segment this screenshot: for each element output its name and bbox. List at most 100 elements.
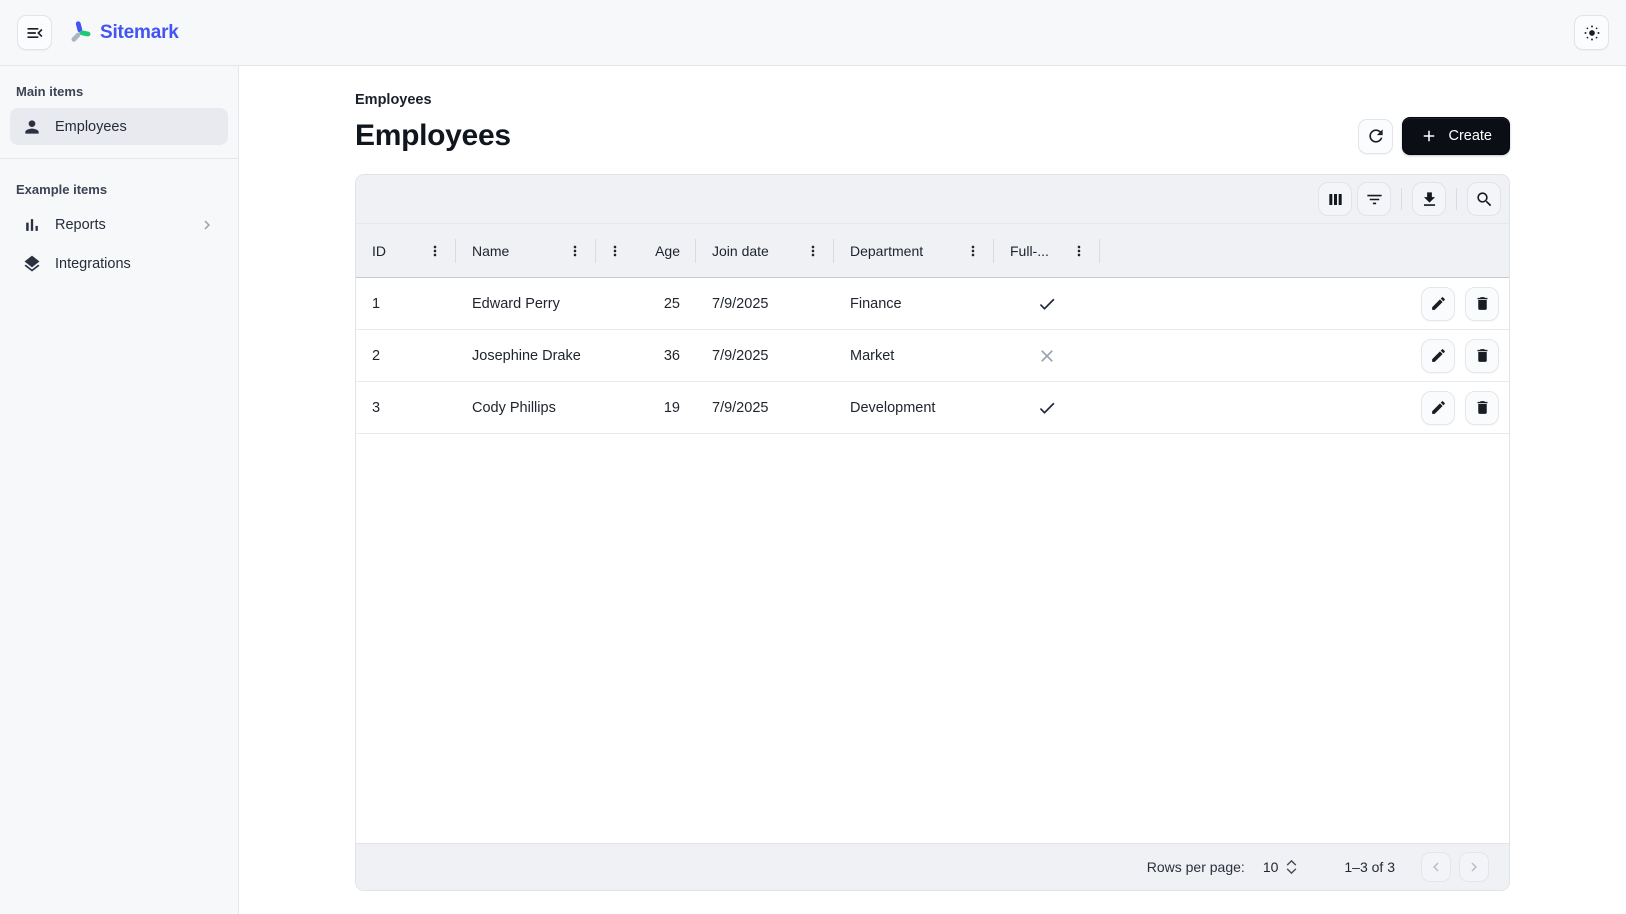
pencil-icon (1430, 399, 1447, 416)
chevron-right-icon (198, 216, 216, 234)
column-menu-icon[interactable] (564, 240, 586, 262)
sidebar-item-reports[interactable]: Reports (10, 206, 228, 243)
cell-spacer (1100, 278, 1359, 329)
grid-empty-area (356, 434, 1509, 843)
column-header-full-time[interactable]: Full-... (994, 224, 1100, 277)
edit-row-button[interactable] (1421, 390, 1455, 425)
pagination-range: 1–3 of 3 (1344, 859, 1395, 875)
column-header-label: Name (472, 242, 510, 259)
filter-button[interactable] (1357, 182, 1391, 216)
cell-full-time (994, 382, 1100, 433)
column-menu-icon[interactable] (802, 240, 824, 262)
chevron-down-icon (1285, 867, 1298, 875)
sidebar-item-label: Employees (55, 118, 127, 135)
breadcrumb: Employees (355, 92, 432, 108)
close-icon (1037, 346, 1057, 366)
download-icon (1420, 190, 1439, 209)
column-header-label: ID (372, 242, 386, 259)
cell-age: 25 (663, 295, 680, 312)
column-header-spacer (1100, 224, 1359, 277)
edit-row-button[interactable] (1421, 286, 1455, 321)
cell-join-date: 7/9/2025 (712, 347, 769, 364)
person-icon (22, 117, 42, 137)
grid-header-row: ID Name Age Join date (356, 224, 1509, 278)
column-header-name[interactable]: Name (456, 224, 596, 277)
cell-id: 3 (372, 399, 381, 416)
column-menu-icon[interactable] (604, 240, 626, 262)
reload-button[interactable] (1358, 118, 1394, 154)
toolbar-divider (1401, 188, 1402, 210)
brand-name: Sitemark (100, 21, 179, 43)
column-menu-icon[interactable] (1068, 240, 1090, 262)
grid-toolbar (356, 175, 1509, 224)
table-row[interactable]: 3 Cody Phillips 19 7/9/2025 Development (356, 382, 1509, 434)
sidebar-section-title-example: Example items (16, 182, 108, 197)
trash-icon (1474, 295, 1491, 312)
sidebar-toggle-button[interactable] (17, 15, 52, 50)
rows-per-page-value[interactable]: 10 (1262, 859, 1279, 875)
delete-row-button[interactable] (1465, 286, 1499, 321)
column-header-label: Full-... (1010, 242, 1049, 259)
table-row[interactable]: 2 Josephine Drake 36 7/9/2025 Market (356, 330, 1509, 382)
column-header-department[interactable]: Department (834, 224, 994, 277)
cell-id: 2 (372, 347, 381, 364)
delete-row-button[interactable] (1465, 390, 1499, 425)
sitemark-logo-icon (67, 20, 92, 45)
chevron-right-icon (1465, 858, 1483, 876)
pencil-icon (1430, 347, 1447, 364)
columns-icon (1326, 190, 1345, 209)
cell-department: Finance (850, 295, 902, 312)
edit-row-button[interactable] (1421, 338, 1455, 373)
check-icon (1037, 294, 1057, 314)
sidebar-item-employees[interactable]: Employees (10, 108, 228, 145)
sidebar-item-integrations[interactable]: Integrations (10, 245, 228, 282)
create-button[interactable]: Create (1402, 117, 1510, 155)
rows-per-page-stepper[interactable] (1285, 859, 1298, 875)
export-button[interactable] (1412, 182, 1446, 216)
search-button[interactable] (1467, 182, 1501, 216)
cell-spacer (1100, 330, 1359, 381)
delete-row-button[interactable] (1465, 338, 1499, 373)
sidebar-section-title-main: Main items (16, 84, 84, 99)
cell-join-date: 7/9/2025 (712, 295, 769, 312)
cell-name: Josephine Drake (472, 347, 581, 364)
previous-page-button[interactable] (1421, 852, 1451, 882)
theme-toggle-button[interactable] (1574, 15, 1609, 50)
cell-department: Market (850, 347, 895, 364)
plus-icon (1420, 127, 1438, 145)
cell-age: 36 (663, 347, 680, 364)
column-header-join-date[interactable]: Join date (696, 224, 834, 277)
columns-button[interactable] (1318, 182, 1352, 216)
cell-age: 19 (663, 399, 680, 416)
chevron-up-icon (1285, 859, 1298, 867)
sidebar-item-label: Integrations (55, 255, 131, 272)
grid-footer: Rows per page: 10 1–3 of 3 (356, 843, 1509, 890)
sun-icon (1582, 23, 1602, 43)
table-rows: 1 Edward Perry 25 7/9/2025 Finance (356, 278, 1509, 434)
column-menu-icon[interactable] (962, 240, 984, 262)
sidebar-item-label: Reports (55, 216, 106, 233)
cell-full-time (994, 278, 1100, 329)
refresh-icon (1366, 126, 1386, 146)
sidebar-divider (0, 158, 238, 159)
menu-open-icon (25, 23, 45, 43)
column-menu-icon[interactable] (424, 240, 446, 262)
cell-full-time (994, 330, 1100, 381)
cell-name: Edward Perry (472, 295, 560, 312)
column-header-age[interactable]: Age (596, 224, 696, 277)
brand-logo: Sitemark (67, 20, 179, 45)
chevron-left-icon (1427, 858, 1445, 876)
search-icon (1475, 190, 1494, 209)
check-icon (1037, 398, 1057, 418)
column-header-label: Age (655, 242, 680, 259)
column-header-label: Join date (712, 242, 769, 259)
main-area: Employees Employees Create (239, 66, 1626, 914)
bar-chart-icon (22, 215, 42, 235)
layers-icon (22, 254, 42, 274)
table-row[interactable]: 1 Edward Perry 25 7/9/2025 Finance (356, 278, 1509, 330)
column-header-id[interactable]: ID (356, 224, 456, 277)
pencil-icon (1430, 295, 1447, 312)
cell-id: 1 (372, 295, 381, 312)
next-page-button[interactable] (1459, 852, 1489, 882)
cell-department: Development (850, 399, 936, 416)
